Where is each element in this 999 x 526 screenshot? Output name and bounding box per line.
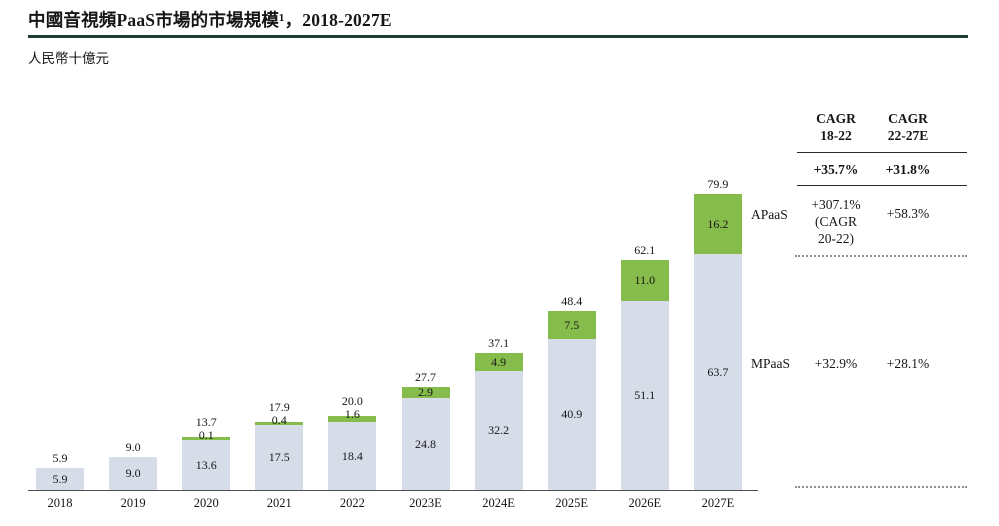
bar-label-apaas: 0.1 [198,428,214,442]
bar-label-total: 20.0 [341,394,363,408]
x-axis-label: 2023E [409,496,442,510]
x-axis-label: 2019 [120,496,146,510]
x-axis-label: 2026E [628,496,662,510]
cagr-header-18-22-line1: CAGR [816,111,856,126]
bar-label-apaas: 2.9 [418,385,433,399]
apaas-cagr-18-22-line2: (CAGR [814,214,857,229]
bar-segment-apaas [547,311,596,339]
total-cagr-18-22: +35.7% [813,162,859,177]
bar-segment-mpaas [547,339,596,490]
bar-label-mpaas: 40.9 [561,407,583,421]
mpaas-cagr-18-22: +32.9% [814,356,858,371]
bar-segment-apaas [620,260,669,301]
bar-label-mpaas: 51.1 [634,388,656,402]
unit-label: 人民幣十億元 [28,51,109,66]
bar-segment-mpaas [109,457,158,490]
bar-segment-apaas [474,353,523,371]
bar-label-mpaas: 17.5 [268,450,290,464]
bar-label-total: 62.1 [634,243,656,257]
bar-label-total: 5.9 [52,451,68,465]
bar-segment-mpaas [693,254,742,490]
bar-label-total: 9.0 [125,440,141,454]
bar-segment-mpaas [620,301,669,490]
dotted-divider-top [795,255,967,257]
bar-label-total: 13.7 [195,415,217,429]
bar-segment-mpaas [401,398,450,490]
total-cagr-underline [797,185,967,186]
series-label-mpaas: MPaaS [751,356,791,371]
x-axis-label: 2027E [701,496,735,510]
cagr-header-18-22: CAGR 18-22 [797,110,875,144]
x-axis-label: 2025E [555,496,588,510]
bar-segment-mpaas [36,468,84,490]
total-cagr-22-27e: +31.8% [885,162,931,177]
cagr-header-22-27e-line1: CAGR [888,111,928,126]
apaas-cagr-18-22-line3: 20-22) [818,231,854,246]
x-axis-label: 2024E [482,496,515,510]
bar-label-mpaas: 32.2 [488,423,510,437]
apaas-cagr-18-22-line1: +307.1% [811,197,861,212]
bar-segment-apaas [693,194,742,254]
bar-label-total: 48.4 [561,294,583,308]
bar-label-apaas: 16.2 [707,216,729,231]
cagr-header-underline [797,152,967,153]
bar-segment-apaas [182,437,231,440]
bar-label-total: 37.1 [488,336,510,350]
x-axis-label: 2018 [47,496,73,510]
cagr-header-18-22-line2: 18-22 [820,128,852,143]
apaas-cagr-22-27e: +58.3% [886,206,930,221]
page-title: 中國音視頻PaaS市場的市場規模¹，2018-2027E [28,10,392,30]
bar-label-mpaas: 5.9 [52,471,68,486]
cagr-header-22-27e-line2: 22-27E [887,128,929,143]
bar-segment-apaas [255,422,304,425]
bar-label-apaas: 4.9 [491,354,507,369]
bar-segment-mpaas [328,422,377,490]
bar-segment-apaas [328,416,377,422]
bar-label-apaas: 1.6 [344,407,360,421]
bar-label-mpaas: 9.0 [125,466,141,480]
mpaas-cagr-22-27e: +28.1% [886,356,930,371]
bar-segment-mpaas [474,371,523,490]
bar-label-apaas: 7.5 [564,317,580,332]
title-divider [28,35,968,38]
bar-label-apaas: 0.4 [271,413,287,427]
bar-label-mpaas: 63.7 [707,364,729,379]
bar-label-mpaas: 18.4 [341,448,363,463]
bar-label-apaas: 11.0 [634,273,656,287]
x-axis-label: 2020 [193,496,219,510]
bar-segment-mpaas [182,440,231,490]
bar-label-mpaas: 24.8 [415,436,436,451]
x-axis-line [28,490,758,491]
cagr-header-22-27e: CAGR 22-27E [869,110,947,144]
bar-label-total: 27.7 [415,370,436,384]
x-axis-label: 2022 [339,496,365,510]
bar-segment-apaas [401,387,450,398]
bar-label-mpaas: 13.6 [195,457,217,472]
bar-label-total: 79.9 [707,177,729,191]
dotted-divider-bottom [795,486,967,488]
apaas-cagr-18-22: +307.1% (CAGR 20-22) [797,196,875,247]
series-label-apaas: APaaS [751,207,788,222]
x-axis-label: 2021 [266,496,292,510]
bar-label-total: 17.9 [268,400,290,414]
bar-segment-mpaas [255,425,304,490]
